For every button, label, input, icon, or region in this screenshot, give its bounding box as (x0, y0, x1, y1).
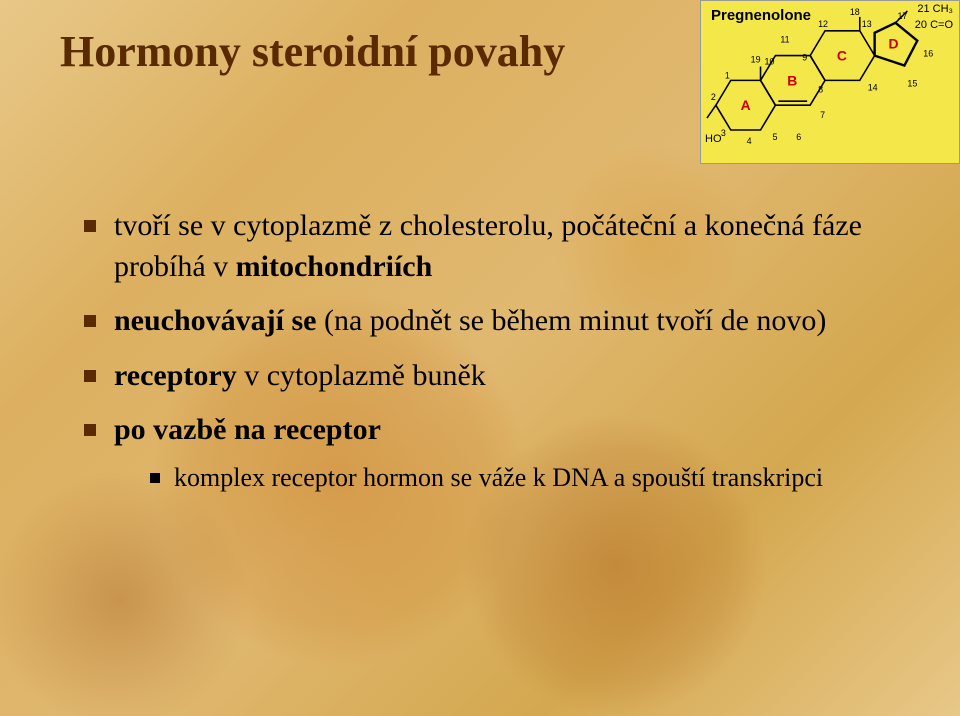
list-item: tvoří se v cytoplazmě z cholesterolu, po… (84, 206, 900, 287)
slide-title: Hormony steroidní povahy (60, 28, 700, 76)
svg-text:11: 11 (780, 35, 789, 45)
sub-bullet-text: komplex receptor hormon se váže k DNA a … (174, 463, 823, 492)
svg-text:3: 3 (721, 128, 726, 138)
bullet-text: tvoří se v cytoplazmě z cholesterolu, po… (114, 209, 862, 283)
svg-text:6: 6 (796, 132, 801, 142)
slide: Hormony steroidní povahy Pregnenolone 21… (0, 0, 960, 716)
pregnenolone-structure-diagram: Pregnenolone 21 CH₃ 20 C=O HO (700, 0, 960, 164)
sub-bullet-list: komplex receptor hormon se váže k DNA a … (150, 461, 900, 495)
bullet-bold: po vazbě na receptor (114, 413, 381, 446)
ring-label-c: C (837, 48, 847, 64)
svg-text:12: 12 (818, 19, 828, 29)
svg-text:18: 18 (850, 7, 860, 17)
svg-text:8: 8 (818, 84, 823, 94)
svg-text:2: 2 (711, 92, 716, 102)
svg-text:1: 1 (725, 70, 730, 80)
svg-text:10: 10 (765, 57, 775, 67)
ring-label-d: D (888, 36, 898, 52)
ring-label-b: B (787, 72, 797, 88)
svg-text:7: 7 (820, 110, 825, 120)
svg-text:13: 13 (862, 19, 872, 29)
svg-text:17: 17 (897, 11, 907, 21)
svg-text:19: 19 (751, 55, 761, 65)
list-item: neuchovávají se (na podnět se během minu… (84, 301, 900, 342)
pregnenolone-svg: A B C D 1 2 3 4 5 6 7 8 9 10 11 12 13 14 (701, 1, 959, 164)
svg-text:9: 9 (802, 53, 807, 63)
svg-text:15: 15 (907, 78, 917, 88)
svg-text:5: 5 (772, 132, 777, 142)
bullet-text: v cytoplazmě buněk (237, 359, 486, 392)
list-item: receptory v cytoplazmě buněk (84, 356, 900, 397)
sub-list-item: komplex receptor hormon se váže k DNA a … (150, 461, 900, 495)
svg-text:16: 16 (923, 49, 933, 59)
svg-text:14: 14 (868, 82, 878, 92)
bullet-bold: mitochondriích (236, 250, 433, 283)
ring-label-a: A (741, 97, 751, 113)
svg-text:4: 4 (747, 136, 752, 146)
list-item: po vazbě na receptor komplex receptor ho… (84, 410, 900, 494)
bullet-bold: receptory (114, 359, 237, 392)
bullet-bold: neuchovávají se (114, 304, 317, 337)
bullet-text: (na podnět se během minut tvoří de novo) (317, 304, 827, 337)
bullet-list: tvoří se v cytoplazmě z cholesterolu, po… (84, 206, 900, 494)
